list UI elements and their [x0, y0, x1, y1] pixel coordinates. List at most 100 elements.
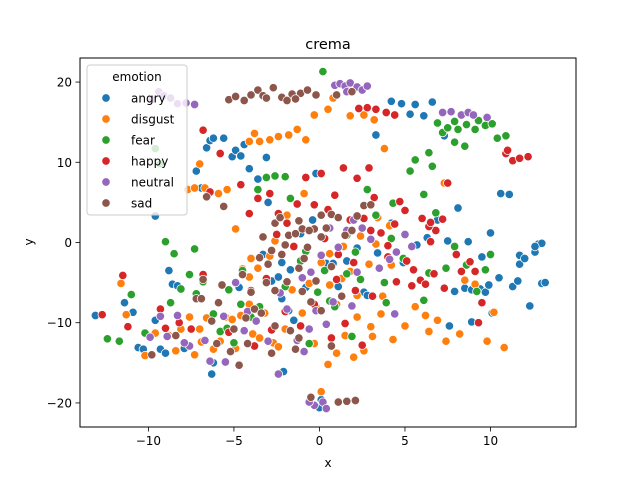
data-point	[369, 115, 379, 125]
data-point	[270, 286, 280, 296]
data-point	[492, 133, 502, 143]
data-point	[419, 111, 429, 121]
data-point	[190, 244, 200, 254]
data-point	[289, 241, 299, 252]
data-point	[468, 110, 478, 120]
data-point	[207, 316, 217, 326]
data-point	[376, 309, 386, 319]
data-point	[374, 263, 384, 273]
data-point	[337, 291, 347, 301]
data-point	[316, 387, 326, 397]
data-point	[381, 107, 391, 118]
data-point	[408, 265, 419, 275]
data-point	[255, 136, 265, 146]
legend-label-disgust: disgust	[131, 113, 175, 127]
data-point	[407, 241, 417, 252]
data-point	[347, 87, 357, 97]
data-point	[311, 90, 321, 100]
data-point	[261, 93, 271, 103]
data-point	[301, 135, 311, 145]
data-point	[480, 265, 490, 275]
legend-marker-neutral	[101, 177, 111, 187]
data-point	[473, 318, 484, 328]
data-point	[359, 110, 369, 120]
data-point	[513, 276, 523, 286]
data-point	[215, 148, 225, 159]
data-point	[484, 280, 494, 290]
data-point	[231, 91, 241, 102]
data-point	[366, 322, 376, 332]
data-point	[102, 334, 112, 344]
data-point	[405, 166, 415, 176]
data-point	[119, 298, 130, 308]
data-point	[277, 249, 287, 260]
data-point	[244, 136, 254, 146]
data-point	[525, 301, 535, 311]
data-point	[229, 324, 239, 334]
data-point	[316, 306, 326, 316]
data-point	[121, 310, 131, 320]
data-point	[202, 192, 212, 202]
data-point	[410, 155, 420, 165]
data-point	[443, 236, 453, 246]
data-point	[432, 315, 443, 325]
data-point	[354, 103, 364, 114]
legend-marker-angry	[101, 93, 111, 103]
data-point	[116, 278, 126, 288]
data-point	[267, 348, 277, 358]
data-point	[482, 336, 492, 346]
legend-marker-sad	[101, 198, 111, 208]
legend-label-angry: angry	[131, 92, 166, 106]
data-point	[261, 278, 271, 288]
data-point	[263, 197, 273, 207]
data-point	[332, 90, 342, 100]
data-point	[273, 132, 283, 142]
data-point	[333, 242, 343, 252]
data-point	[350, 286, 360, 296]
data-point	[357, 340, 367, 350]
data-point	[234, 360, 244, 370]
data-point	[313, 287, 323, 297]
data-point	[352, 267, 362, 277]
data-point	[439, 283, 449, 293]
data-point	[272, 229, 282, 240]
x-tick-label: 10	[483, 434, 498, 448]
data-point	[461, 120, 472, 130]
data-point	[208, 133, 218, 143]
data-point	[270, 321, 280, 331]
data-point	[306, 297, 316, 307]
data-point	[347, 301, 357, 311]
data-point	[465, 257, 475, 267]
data-point	[323, 104, 333, 114]
points-layer	[90, 67, 550, 414]
data-point	[190, 99, 200, 110]
data-point	[371, 210, 381, 220]
legend-label-fear: fear	[131, 134, 155, 148]
data-point	[166, 298, 176, 308]
data-point	[304, 339, 314, 349]
data-point	[241, 313, 251, 323]
data-point	[489, 307, 499, 317]
data-point	[371, 130, 381, 140]
data-point	[407, 281, 417, 291]
data-point	[190, 183, 200, 193]
legend-marker-fear	[101, 135, 111, 145]
legend-marker-disgust	[101, 114, 111, 124]
data-point	[355, 231, 366, 241]
data-point	[364, 259, 374, 269]
data-point	[352, 312, 362, 322]
data-point	[227, 314, 237, 325]
data-point	[222, 185, 232, 195]
data-point	[390, 219, 400, 229]
data-point	[309, 110, 319, 120]
data-point	[390, 110, 400, 120]
data-point	[340, 318, 350, 329]
data-point	[306, 267, 316, 277]
data-point	[292, 199, 302, 209]
data-point	[290, 229, 301, 239]
data-point	[284, 130, 294, 140]
data-point	[349, 352, 359, 362]
data-point	[456, 266, 466, 276]
data-point	[366, 234, 376, 244]
data-point	[164, 266, 174, 276]
